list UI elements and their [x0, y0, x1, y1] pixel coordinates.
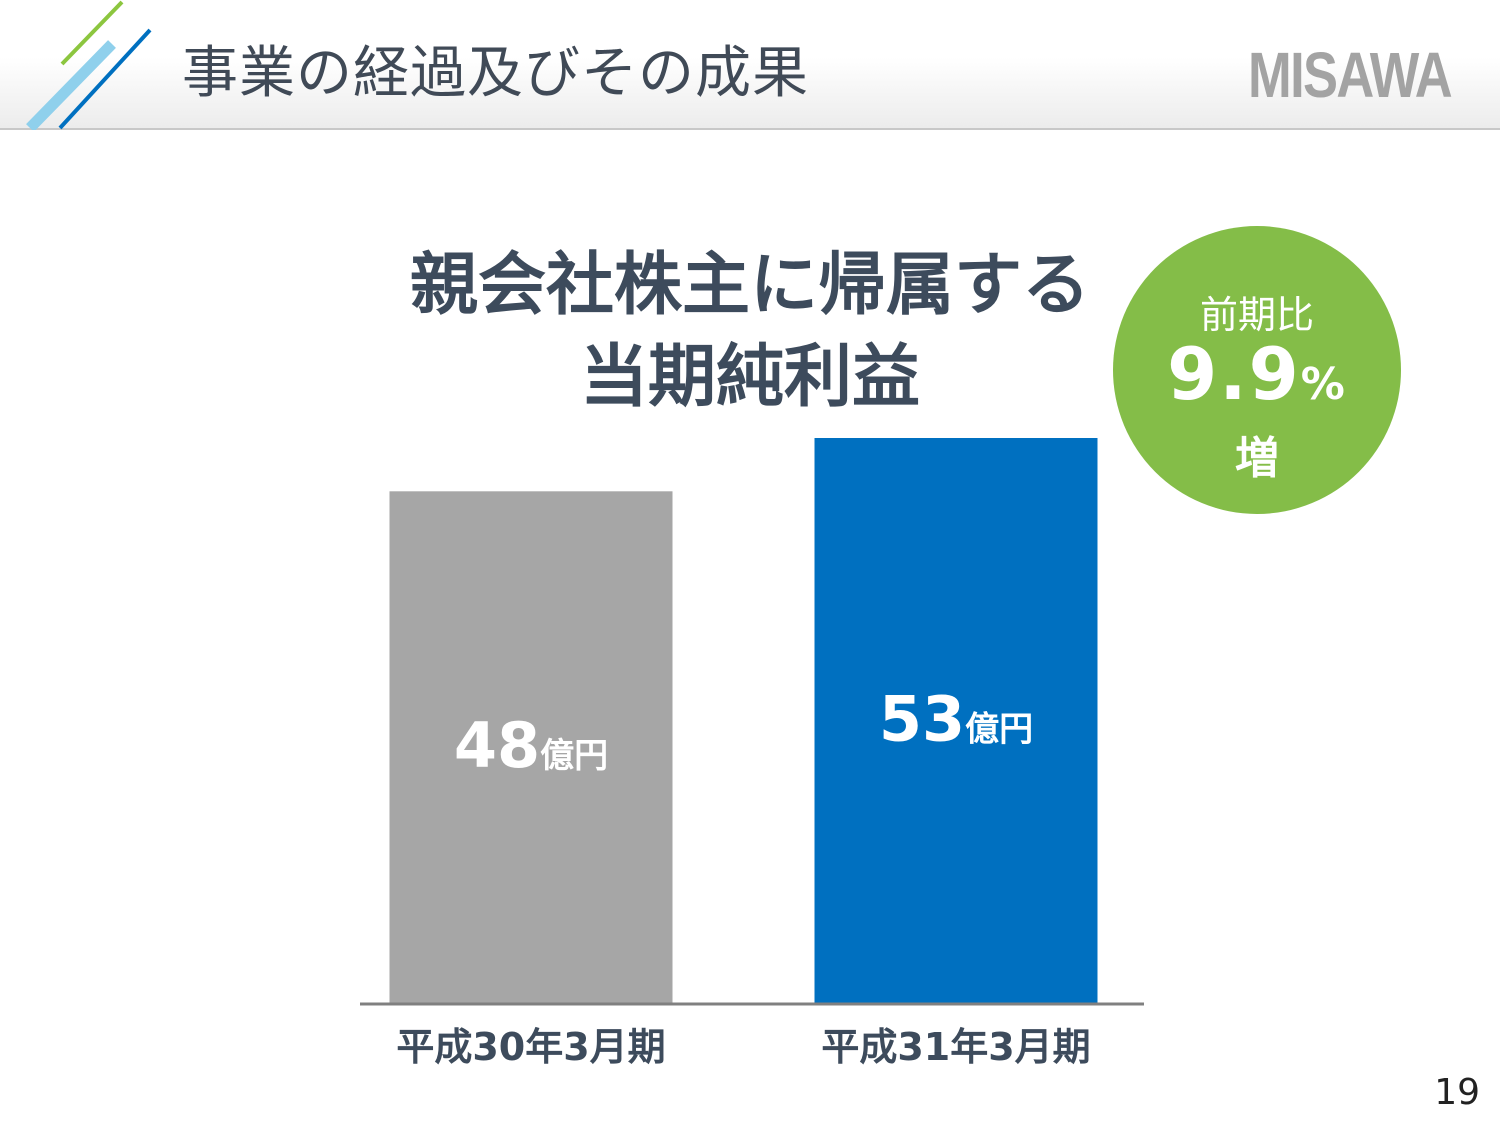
page-title: 事業の経過及びその成果	[182, 41, 809, 106]
slide-header: 事業の経過及びその成果 MISAWA	[0, 0, 1500, 130]
data-label-value: 48	[454, 709, 540, 782]
misawa-logo: MISAWA	[1248, 39, 1453, 111]
data-label-2: 53億円	[879, 683, 1033, 756]
bar-2	[814, 438, 1098, 1003]
stripe-green	[60, 0, 124, 66]
page-number: 19	[1434, 1072, 1480, 1113]
data-label-unit: 億円	[965, 710, 1033, 750]
data-label-value: 53	[879, 683, 965, 756]
yoy-change-badge: 前期比 9.9% 増	[1113, 226, 1401, 514]
bar-1	[389, 491, 673, 1003]
badge-value-number: 9.9	[1167, 332, 1301, 416]
data-label-1: 48億円	[454, 709, 608, 782]
header-stripes-decoration	[26, 0, 152, 130]
stripe-lightblue	[26, 40, 116, 130]
category-label-1: 平成30年3月期	[396, 1025, 665, 1069]
chart-title-line-2: 当期純利益	[579, 338, 920, 417]
category-label-2: 平成31年3月期	[821, 1025, 1090, 1069]
badge-value-unit: %	[1300, 359, 1347, 410]
data-label-unit: 億円	[540, 736, 608, 776]
badge-value: 9.9%	[1113, 332, 1401, 416]
badge-suffix: 増	[1235, 433, 1279, 484]
badge-label: 前期比	[1199, 293, 1314, 337]
stripe-blue	[58, 28, 152, 130]
chart-title-line-1: 親会社株主に帰属する	[409, 246, 1090, 325]
chart-title: 親会社株主に帰属する 当期純利益	[340, 240, 1160, 424]
